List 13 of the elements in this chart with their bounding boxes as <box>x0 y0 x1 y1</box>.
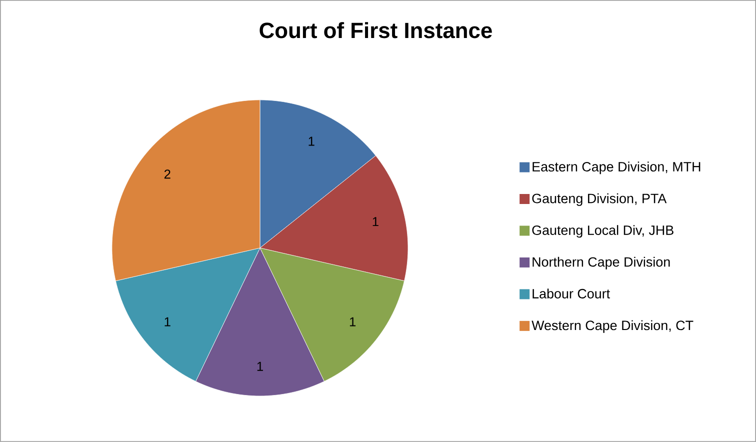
data-label: 1 <box>164 317 170 326</box>
legend-label: Gauteng Local Div, JHB <box>532 225 674 238</box>
data-label: 1 <box>372 217 378 226</box>
legend-label: Northern Cape Division <box>532 256 670 270</box>
legend-label: Gauteng Division, PTA <box>532 193 667 206</box>
legend-label: Eastern Cape Division, MTH <box>532 162 700 174</box>
chart-title: Court of First Instance <box>260 22 492 38</box>
legend-label: Western Cape Division, CT <box>532 320 694 333</box>
data-label: 2 <box>164 170 170 179</box>
data-label: 1 <box>350 317 356 326</box>
data-label: 1 <box>308 136 314 146</box>
data-label: 1 <box>257 362 263 371</box>
legend-label: Labour Court <box>532 288 610 298</box>
